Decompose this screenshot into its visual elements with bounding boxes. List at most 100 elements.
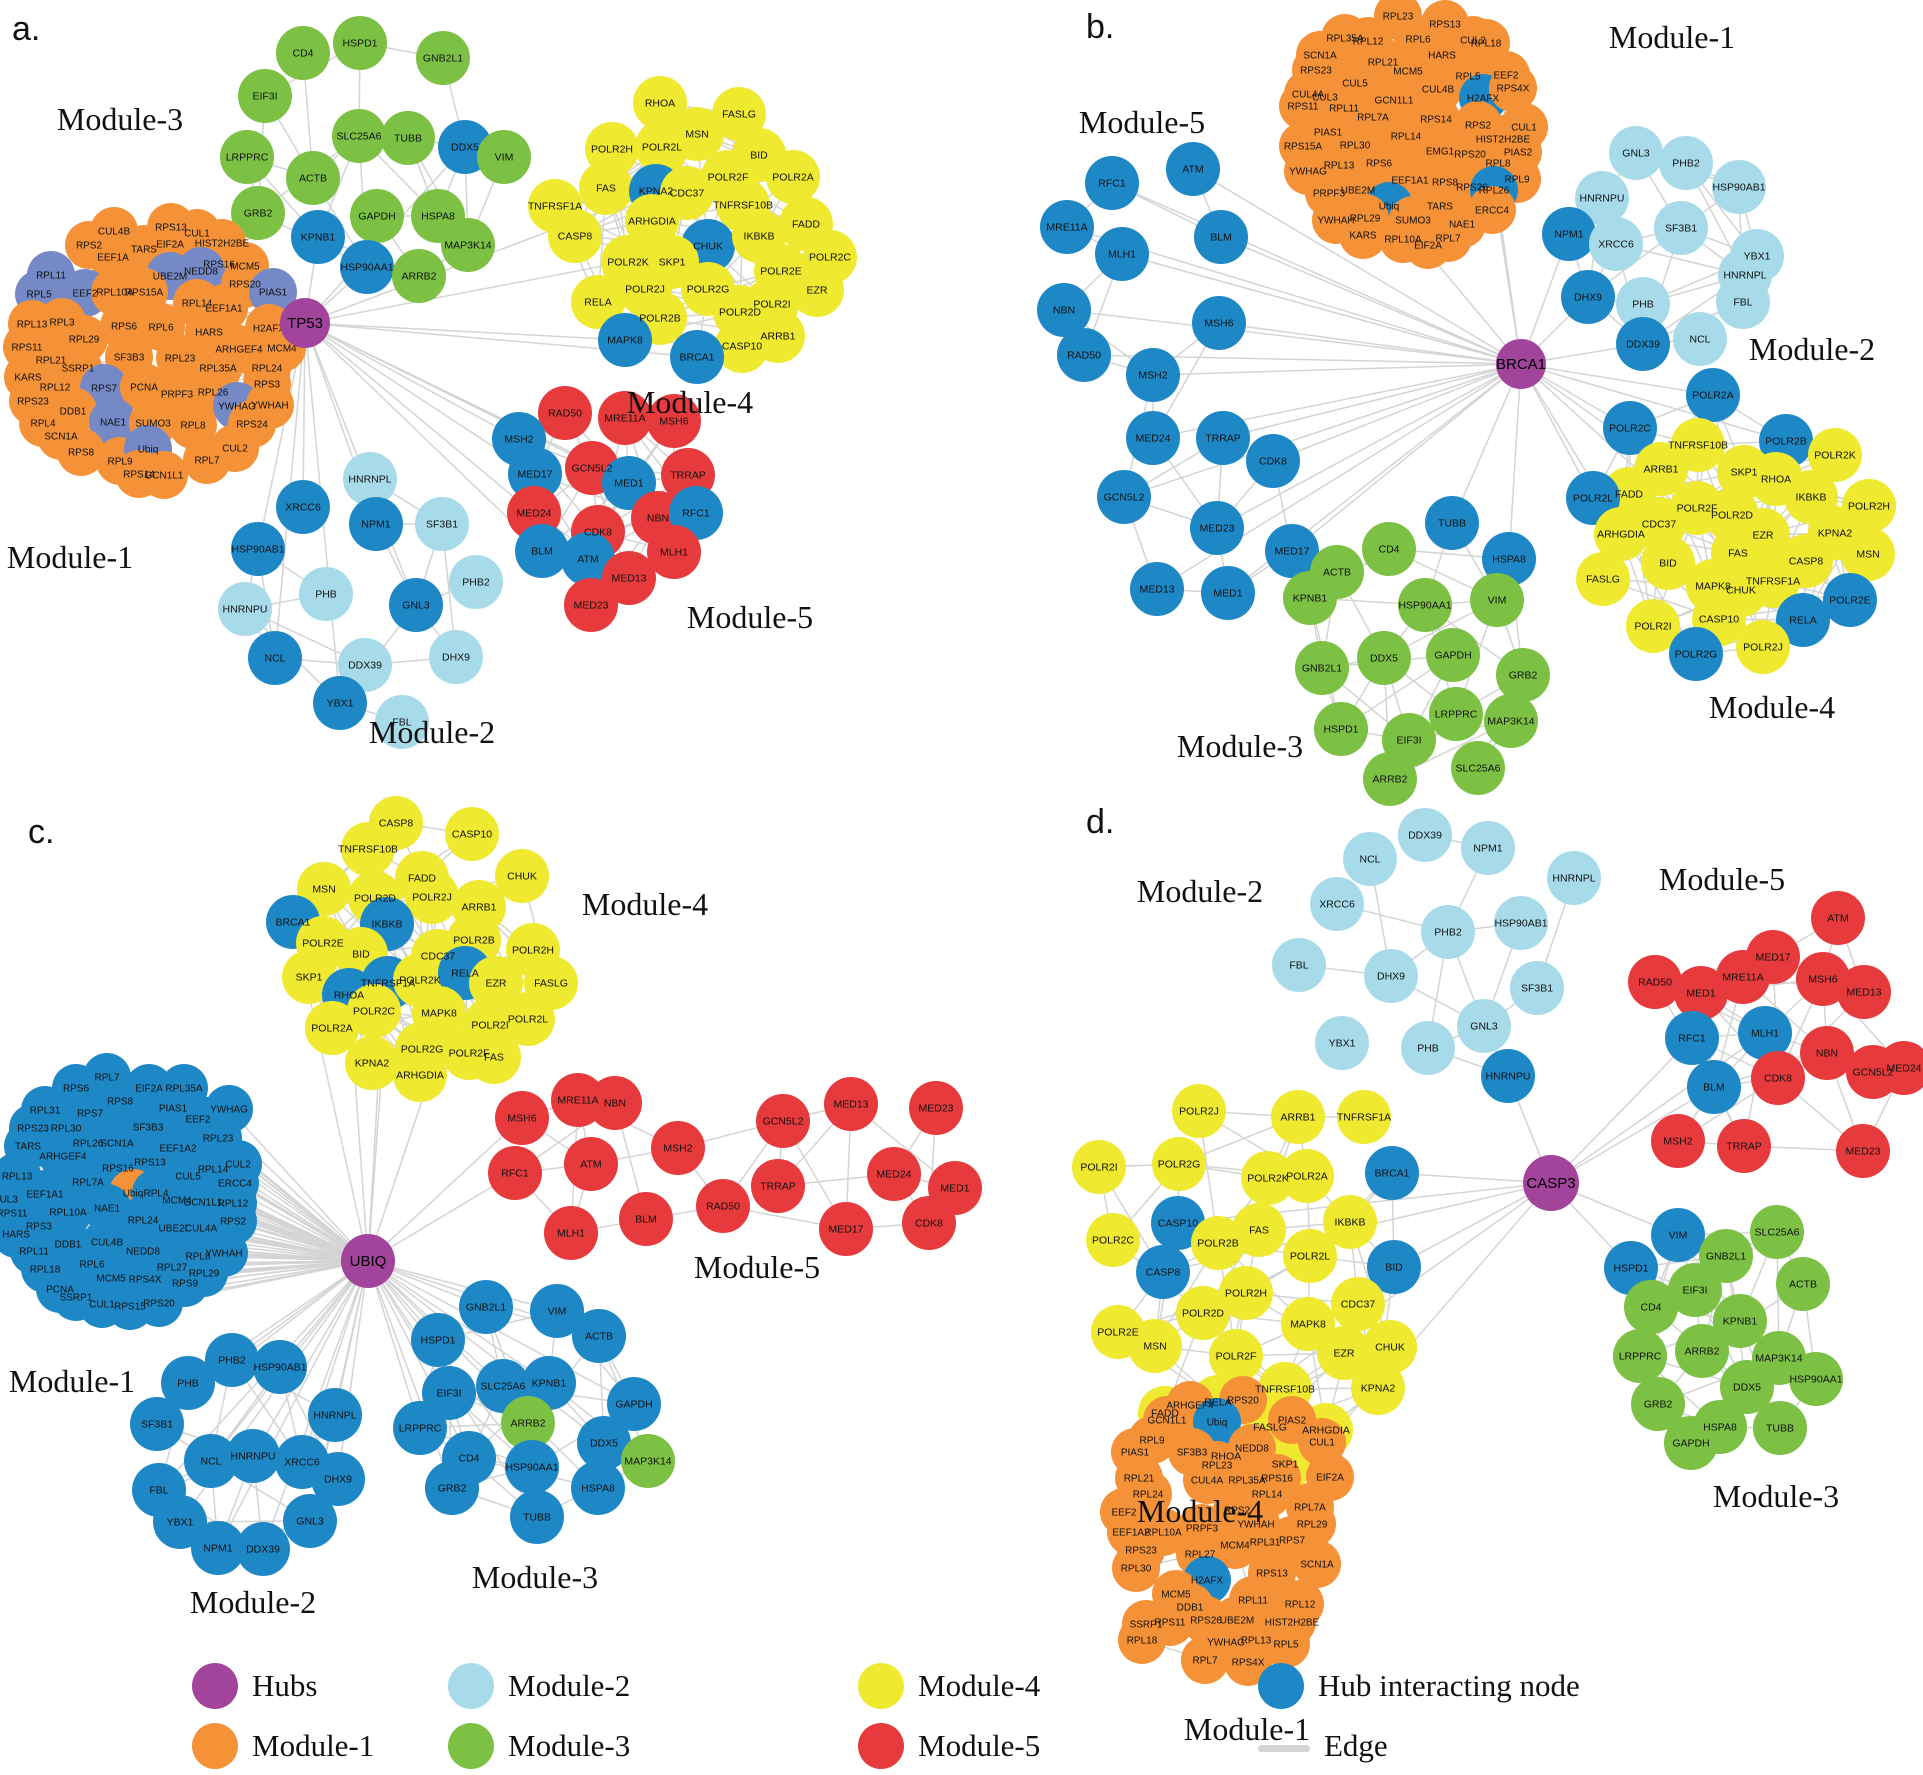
node-HSPA8 (1482, 532, 1536, 586)
node-CHUK (495, 849, 549, 903)
node-YBX1 (1315, 1016, 1369, 1070)
hub-edge (367, 1117, 523, 1262)
node-RPL5 (1262, 1620, 1310, 1668)
node-NCL (248, 631, 302, 685)
hub-edge (367, 1260, 605, 1444)
node-TRRAP (751, 1159, 805, 1213)
hub-edge (1111, 182, 1522, 365)
hub-edge (1520, 363, 1714, 396)
node-KPNA2 (1351, 1361, 1405, 1415)
hub-edge (1451, 363, 1522, 524)
node-ARRB2 (501, 1396, 555, 1450)
node-GNB2L1 (1295, 641, 1349, 695)
node-HNRNPL (308, 1388, 362, 1442)
hub-edge (1520, 363, 1787, 442)
node-GAPDH (1664, 1416, 1718, 1470)
node-PHB2 (1659, 136, 1713, 190)
node-HNRNPL (1547, 851, 1601, 905)
node-FBL (1716, 275, 1770, 329)
node-GNL3 (389, 578, 443, 632)
hub-label-TP53: TP53 (287, 315, 323, 332)
node-POLR2K (1241, 1151, 1295, 1205)
hub-edge (1272, 363, 1522, 462)
node-MAPK8 (598, 313, 652, 367)
node-RFC1 (1085, 156, 1139, 210)
module-label-a-module-2: Module-2 (369, 714, 495, 750)
node-NCL (1673, 312, 1727, 366)
node-GNL3 (283, 1494, 337, 1548)
node-BRCA1 (1365, 1146, 1419, 1200)
node-YBX1 (313, 676, 367, 730)
node-NBN (1037, 283, 1091, 337)
node-PHB (1616, 277, 1670, 331)
node-RPL30 (1112, 1544, 1160, 1592)
hub-node-CASP3 (1523, 1155, 1579, 1211)
node-MSH6 (647, 394, 701, 448)
hub-edge (367, 1260, 635, 1405)
node-EZR (790, 263, 844, 317)
module-label-d-module-5: Module-5 (1659, 861, 1785, 897)
hub-edge (228, 1108, 369, 1262)
node-MED24 (867, 1147, 921, 1201)
node-ARRB2 (1675, 1324, 1729, 1378)
hub-edge (1222, 363, 1522, 439)
node-YBX1 (153, 1495, 207, 1549)
node-ARRB2 (1363, 752, 1417, 806)
node-HSP90AB1 (253, 1340, 307, 1394)
hub-edge (252, 1260, 369, 1457)
node-MED13 (824, 1077, 878, 1131)
node-RPS20 (135, 1279, 183, 1327)
node-HNRNPU (226, 1429, 280, 1483)
hub-edge (367, 1260, 421, 1429)
node-GAPDH (350, 189, 404, 243)
node-LRPPRC (220, 130, 274, 184)
module-label-c-module-1: Module-1 (9, 1363, 135, 1399)
node-HSP90AB1 (1494, 896, 1548, 950)
node-DDX39 (338, 638, 392, 692)
node-POLR2G (1669, 627, 1723, 681)
node-FASLG (712, 87, 766, 141)
hub-edge (1216, 363, 1522, 529)
module-label-c-module-4: Module-4 (582, 886, 708, 922)
node-VIM (530, 1284, 584, 1338)
node-TNFRSF1A (1337, 1090, 1391, 1144)
node-MAP3K14 (441, 218, 495, 272)
node-TRRAP (1717, 1119, 1771, 1173)
node-CDK8 (902, 1196, 956, 1250)
node-SF3B1 (130, 1397, 184, 1451)
node-HSPD1 (411, 1313, 465, 1367)
module-label-b-module-5: Module-5 (1079, 104, 1205, 140)
hub-edge (1123, 363, 1522, 498)
hub-node-UBIQ (341, 1234, 395, 1288)
node-DHX9 (311, 1452, 365, 1506)
node-MSN (1128, 1319, 1182, 1373)
node-ARRB1 (1271, 1090, 1325, 1144)
node-SF3B1 (1654, 201, 1708, 255)
hub-edge (367, 1260, 470, 1459)
node-POLR2L (635, 120, 689, 174)
node-NPM1 (1542, 207, 1596, 261)
node-HNRNPL (343, 452, 397, 506)
node-TUBB (510, 1490, 564, 1544)
node-TNFRSF10B (341, 822, 395, 876)
node-EIF3I (238, 69, 292, 123)
node-MED23 (909, 1081, 963, 1135)
node-MRE11A (1040, 200, 1094, 254)
node-CUL4A (1183, 1456, 1231, 1504)
node-POLR2L (501, 992, 555, 1046)
node-PHB (161, 1356, 215, 1410)
node-MED17 (819, 1202, 873, 1256)
node-POLR2B (1191, 1216, 1245, 1270)
node-POLR2A (1686, 368, 1740, 422)
hub-label-UBIQ: UBIQ (350, 1253, 387, 1270)
hub-edge (1063, 309, 1522, 365)
node-FAS (1232, 1203, 1286, 1257)
node-RAD50 (538, 386, 592, 440)
node-MED13 (602, 551, 656, 605)
node-MSH6 (1192, 296, 1246, 350)
node-SLC25A6 (1750, 1205, 1804, 1259)
node-HSP90AA1 (1789, 1352, 1843, 1406)
node-GNB2L1 (459, 1280, 513, 1334)
module-label-b-module-2: Module-2 (1749, 331, 1875, 367)
node-RPL11 (1229, 1576, 1277, 1624)
